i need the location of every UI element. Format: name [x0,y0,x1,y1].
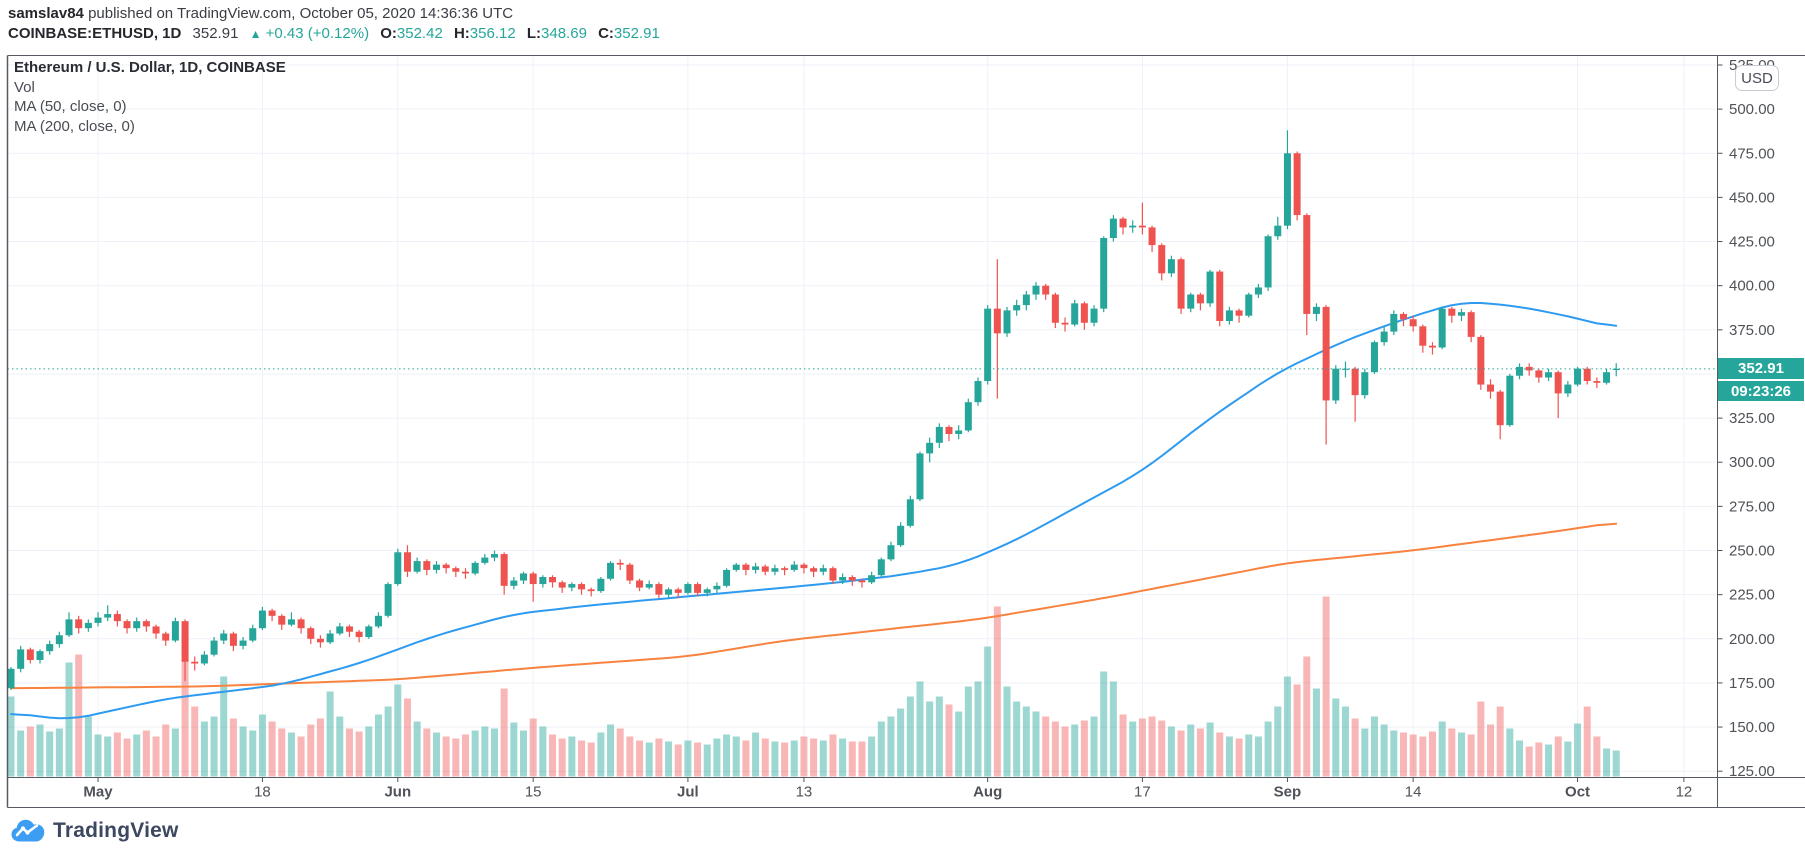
svg-text:Aug: Aug [973,784,1002,801]
svg-text:14: 14 [1405,784,1422,801]
bar-countdown-label: 09:23:26 [1718,381,1804,401]
last-price-text: 352.91 [192,25,239,42]
up-triangle-icon: ▲ [249,27,262,41]
last-price-axis-label: 352.91 [1718,358,1804,379]
chart-legend: Ethereum / U.S. Dollar, 1D, COINBASE Vol… [14,58,286,136]
svg-text:325.00: 325.00 [1729,410,1775,427]
svg-text:475.00: 475.00 [1729,145,1775,162]
high-label: H: [453,25,470,42]
close-label: C: [598,25,614,42]
svg-text:500.00: 500.00 [1729,101,1775,118]
svg-text:18: 18 [254,784,271,801]
open-value: 352.42 [396,25,443,42]
low-label: L: [526,25,542,42]
open-label: O: [380,25,397,42]
author-name: samslav84 [8,5,84,22]
tradingview-logo-link[interactable]: TradingView [10,816,179,846]
svg-text:150.00: 150.00 [1729,719,1775,736]
svg-text:12: 12 [1676,784,1693,801]
legend-ma200: MA (200, close, 0) [14,117,135,135]
svg-text:Jun: Jun [384,784,411,801]
svg-text:May: May [83,784,113,801]
publish-byline: samslav84 published on TradingView.com, … [8,4,513,23]
close-value: 352.91 [613,25,660,42]
svg-text:275.00: 275.00 [1729,498,1775,515]
svg-text:Jul: Jul [677,784,699,801]
svg-text:250.00: 250.00 [1729,543,1775,560]
chart-title: Ethereum / U.S. Dollar, 1D, COINBASE [14,59,286,76]
high-value: 356.12 [469,25,516,42]
svg-text:Oct: Oct [1565,784,1590,801]
svg-text:175.00: 175.00 [1729,675,1775,692]
svg-text:13: 13 [796,784,813,801]
svg-text:15: 15 [525,784,542,801]
legend-volume: Vol [14,78,35,96]
legend-ma50: MA (50, close, 0) [14,98,127,115]
symbol-interval: COINBASE:ETHUSD, 1D [8,25,182,42]
svg-text:300.00: 300.00 [1729,454,1775,471]
currency-unit-button[interactable]: USD [1735,65,1779,91]
quote-line: COINBASE:ETHUSD, 1D 352.91 ▲ +0.43 (+0.1… [8,24,660,44]
byline-text: published on TradingView.com, October 05… [83,5,514,22]
svg-text:425.00: 425.00 [1729,234,1775,251]
svg-text:400.00: 400.00 [1729,278,1775,295]
svg-text:125.00: 125.00 [1729,763,1775,780]
tradingview-cloud-icon [11,819,45,842]
svg-text:17: 17 [1134,784,1151,801]
svg-text:200.00: 200.00 [1729,631,1775,648]
brand-name: TradingView [53,819,179,842]
low-value: 348.69 [541,25,587,42]
svg-text:Sep: Sep [1274,784,1302,801]
svg-text:225.00: 225.00 [1729,587,1775,604]
price-change: +0.43 (+0.12%) [265,25,370,42]
svg-text:375.00: 375.00 [1729,322,1775,339]
svg-text:450.00: 450.00 [1729,189,1775,206]
